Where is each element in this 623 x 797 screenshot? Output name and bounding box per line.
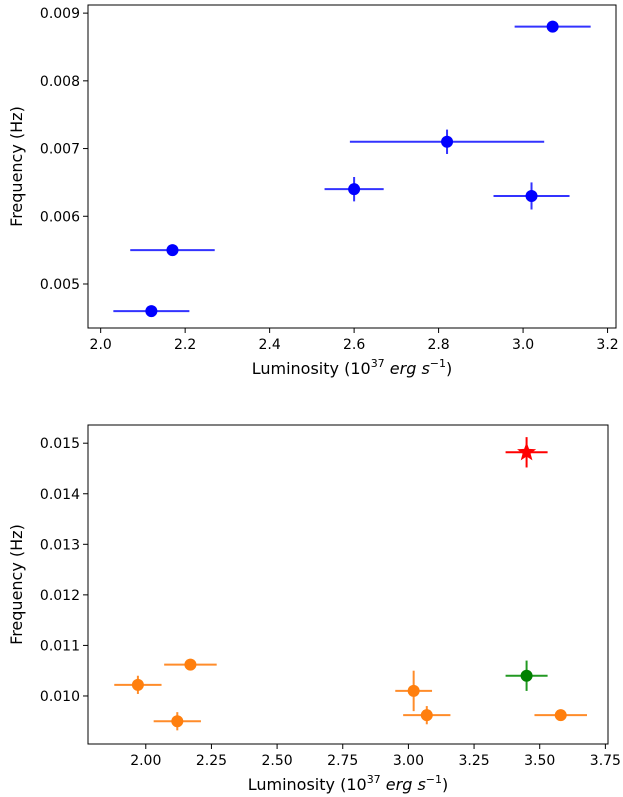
y-tick-label: 0.013 [40, 537, 80, 553]
x-tick-label: 3.50 [524, 753, 555, 769]
data-point [420, 709, 433, 722]
data-point [145, 305, 158, 318]
data-point [171, 715, 184, 728]
data-point [525, 189, 538, 202]
y-tick-label: 0.011 [40, 638, 80, 654]
x-tick-label: 2.25 [196, 753, 227, 769]
data-point [554, 709, 567, 722]
y-axis-label: Frequency (Hz) [7, 524, 26, 645]
x-tick-label: 2.00 [130, 753, 161, 769]
y-tick-label: 0.010 [40, 689, 80, 705]
data-point [546, 20, 559, 33]
series-1 [505, 660, 548, 691]
series-0 [113, 20, 591, 318]
data-point [166, 244, 179, 257]
top-luminosity-frequency-chart: 2.0 2.2 2.4 2.6 2.8 3.0 3.2 0.005 0.006 0.007 0.00… [7, 4, 619, 378]
x-tick-label: 2.0 [90, 337, 112, 353]
x-tick-label: 3.25 [458, 753, 489, 769]
data-point [131, 678, 144, 691]
y-tick-label: 0.012 [40, 588, 80, 604]
data-point [407, 684, 420, 697]
y-tick-label: 0.014 [40, 487, 80, 503]
x-axis-label: Luminosity (1037 erg s−1) [248, 773, 449, 794]
x-tick-label: 2.4 [258, 337, 280, 353]
x-tick-label: 2.8 [427, 337, 449, 353]
y-tick-label: 0.006 [40, 209, 80, 225]
y-tick-label: 0.009 [40, 6, 80, 22]
y-axis-label: Frequency (Hz) [7, 106, 26, 227]
x-tick-label: 3.0 [512, 337, 534, 353]
data-point-star [517, 442, 537, 461]
y-tick-label: 0.005 [40, 277, 80, 293]
bottom-luminosity-frequency-chart: 2.00 2.25 2.50 2.75 3.00 3.25 3.50 3.75 0.010 0.0… [7, 424, 621, 794]
x-axis-label: Luminosity (1037 erg s−1) [252, 357, 453, 378]
plot-frame [87, 4, 617, 329]
data-point [184, 658, 197, 671]
data-point [348, 183, 361, 196]
x-tick-label: 3.00 [393, 753, 424, 769]
x-tick-label: 2.50 [262, 753, 293, 769]
y-tick-label: 0.015 [40, 436, 80, 452]
x-tick-label: 2.75 [327, 753, 358, 769]
series-0 [114, 658, 587, 731]
data-point [520, 669, 533, 682]
plot-frame [87, 424, 609, 745]
y-tick-label: 0.008 [40, 74, 80, 90]
x-tick-label: 3.2 [596, 337, 618, 353]
data-point [441, 135, 454, 148]
series-2 [505, 437, 548, 468]
y-tick-label: 0.007 [40, 142, 80, 158]
x-tick-label: 2.2 [174, 337, 196, 353]
x-tick-label: 2.6 [343, 337, 365, 353]
x-tick-label: 3.75 [590, 753, 621, 769]
